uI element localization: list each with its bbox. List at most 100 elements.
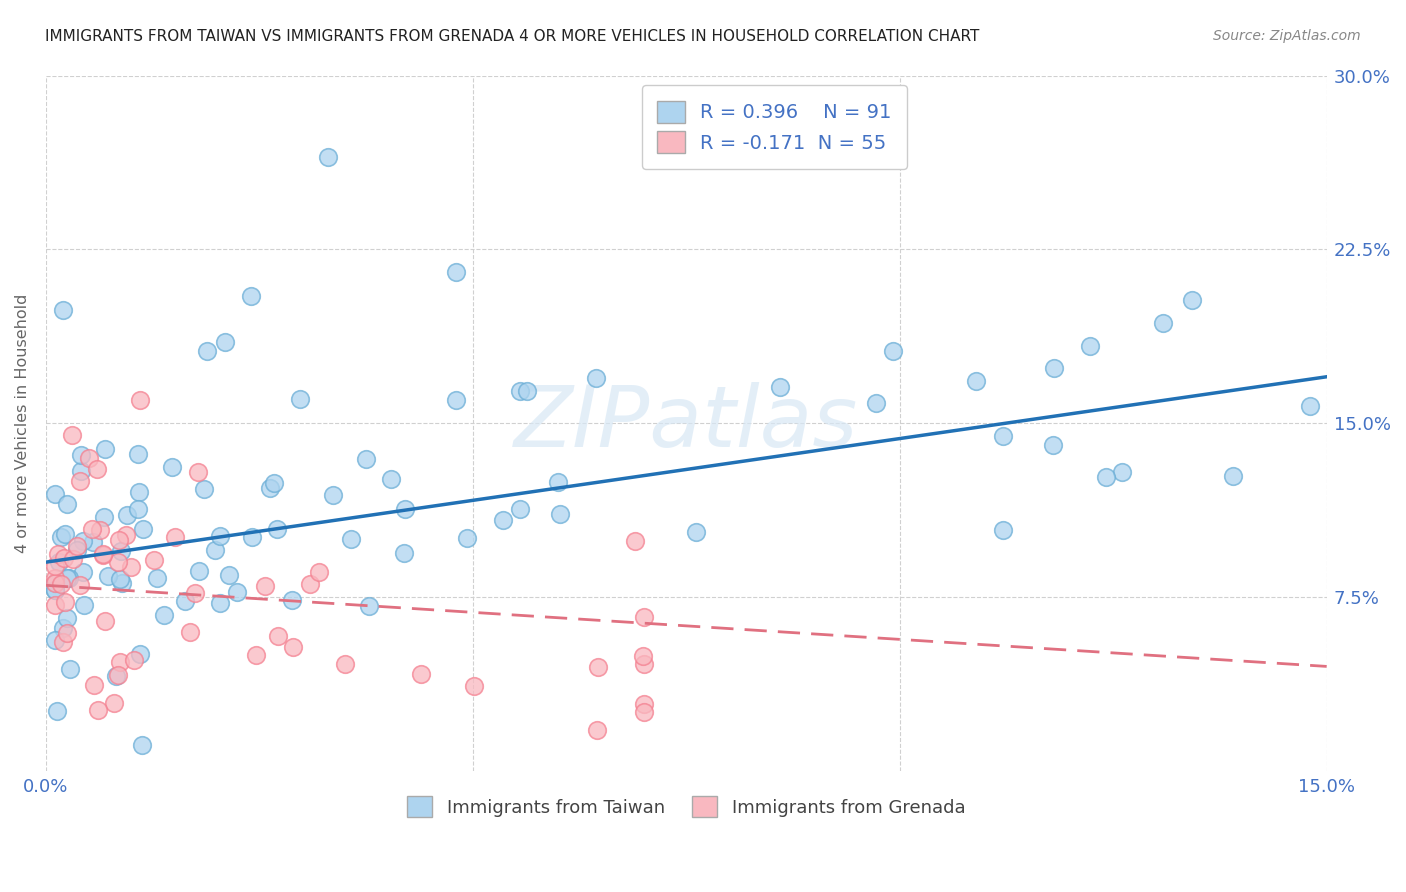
Point — [52, 302, 75, 317]
Point — [865, 396, 887, 410]
Legend: Immigrants from Taiwan, Immigrants from Grenada: Immigrants from Taiwan, Immigrants from … — [399, 789, 973, 824]
Point — [253, 579, 276, 593]
Point — [120, 560, 142, 574]
Point — [91, 547, 114, 561]
Point — [108, 533, 131, 547]
Point — [143, 553, 166, 567]
Point — [44, 487, 66, 501]
Point — [83, 678, 105, 692]
Point — [93, 549, 115, 563]
Point — [586, 723, 609, 737]
Point — [179, 625, 201, 640]
Point — [66, 539, 89, 553]
Point — [298, 577, 321, 591]
Point — [127, 447, 149, 461]
Point — [259, 482, 281, 496]
Point — [1043, 361, 1066, 376]
Point — [108, 572, 131, 586]
Point — [52, 621, 75, 635]
Point — [56, 571, 79, 585]
Point — [86, 462, 108, 476]
Point — [77, 450, 100, 465]
Point — [204, 543, 226, 558]
Point — [60, 427, 83, 442]
Point — [56, 626, 79, 640]
Point — [89, 523, 111, 537]
Point — [51, 530, 73, 544]
Point — [226, 585, 249, 599]
Point — [322, 488, 344, 502]
Point — [187, 465, 209, 479]
Point — [288, 392, 311, 406]
Text: Source: ZipAtlas.com: Source: ZipAtlas.com — [1213, 29, 1361, 43]
Point — [55, 610, 77, 624]
Point — [103, 696, 125, 710]
Point — [624, 534, 647, 549]
Point — [509, 384, 531, 398]
Point — [633, 697, 655, 711]
Point — [128, 392, 150, 407]
Point — [392, 546, 415, 560]
Point — [44, 583, 66, 598]
Point — [129, 647, 152, 661]
Point — [94, 442, 117, 457]
Point — [44, 575, 66, 590]
Point — [53, 551, 76, 566]
Point — [174, 594, 197, 608]
Point — [1222, 468, 1244, 483]
Point — [46, 548, 69, 562]
Point — [53, 594, 76, 608]
Point — [882, 344, 904, 359]
Point — [245, 648, 267, 663]
Point — [62, 552, 84, 566]
Point — [72, 566, 94, 580]
Point — [87, 703, 110, 717]
Point — [991, 428, 1014, 442]
Point — [70, 448, 93, 462]
Point — [492, 513, 515, 527]
Point — [633, 657, 655, 671]
Point — [97, 569, 120, 583]
Point — [463, 679, 485, 693]
Y-axis label: 4 or more Vehicles in Household: 4 or more Vehicles in Household — [15, 293, 30, 553]
Point — [380, 472, 402, 486]
Point — [993, 524, 1015, 538]
Point — [1095, 469, 1118, 483]
Point — [516, 384, 538, 399]
Point — [127, 502, 149, 516]
Point — [111, 575, 134, 590]
Point — [69, 578, 91, 592]
Point — [208, 596, 231, 610]
Point — [509, 501, 531, 516]
Point — [308, 565, 330, 579]
Point — [1152, 316, 1174, 330]
Point — [1298, 400, 1320, 414]
Point — [55, 497, 77, 511]
Point — [44, 633, 66, 648]
Point — [193, 483, 215, 497]
Point — [44, 558, 66, 573]
Point — [107, 668, 129, 682]
Point — [53, 526, 76, 541]
Point — [263, 476, 285, 491]
Point — [44, 576, 66, 591]
Point — [45, 704, 67, 718]
Point — [633, 648, 655, 663]
Point — [165, 530, 187, 544]
Point — [131, 738, 153, 752]
Point — [444, 392, 467, 407]
Point — [183, 586, 205, 600]
Point — [160, 459, 183, 474]
Point — [239, 288, 262, 302]
Point — [1042, 438, 1064, 452]
Point — [72, 533, 94, 548]
Point — [105, 669, 128, 683]
Point — [132, 522, 155, 536]
Point — [769, 380, 792, 394]
Point — [187, 564, 209, 578]
Point — [128, 484, 150, 499]
Point — [266, 522, 288, 536]
Point — [1078, 339, 1101, 353]
Point — [354, 451, 377, 466]
Point — [394, 501, 416, 516]
